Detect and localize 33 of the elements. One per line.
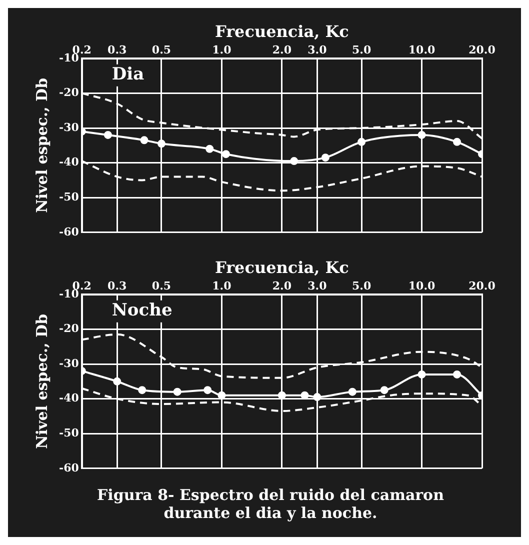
y-tick-label: -40 xyxy=(59,156,80,169)
x-tick-label: 1.0 xyxy=(212,280,232,293)
x-tick-label: 1.0 xyxy=(212,44,232,57)
x-tick-label: 0.3 xyxy=(108,280,127,293)
y-tick-label: -30 xyxy=(59,120,80,134)
x-tick-label: 0.5 xyxy=(152,280,172,293)
x-tick-label: 0.3 xyxy=(108,44,127,57)
x-tick-label: 5.0 xyxy=(352,44,372,57)
x-tick-label: 10.0 xyxy=(408,44,436,57)
y-tick-label: -20 xyxy=(59,322,80,336)
y-tick-label: -30 xyxy=(59,356,80,370)
x-axis-title: Frecuencia, Kc xyxy=(215,22,350,41)
x-tick-label: 3.0 xyxy=(308,280,328,293)
y-tick-label: -20 xyxy=(59,86,80,100)
annotation: Noche xyxy=(112,300,172,320)
y-tick-label: -60 xyxy=(59,461,80,474)
x-tick-label: 2.0 xyxy=(272,280,292,293)
x-tick-label: 20.0 xyxy=(468,280,496,293)
x-axis-title: Frecuencia, Kc xyxy=(215,258,350,277)
y-axis-title: Nivel espec., Db xyxy=(32,78,51,213)
x-tick-label: 10.0 xyxy=(408,280,436,293)
y-tick-label: -50 xyxy=(59,190,80,204)
x-tick-label: 2.0 xyxy=(272,44,292,57)
y-tick-label: -40 xyxy=(59,392,80,405)
y-tick-label: -60 xyxy=(59,225,80,238)
x-tick-label: 0.5 xyxy=(152,44,172,57)
annotation: Dia xyxy=(112,64,144,84)
x-tick-label: 3.0 xyxy=(308,44,328,57)
text: Figura 8- Espectro del ruido del camaron durante el dia y la noche. xyxy=(96,486,445,522)
x-tick-label: 5.0 xyxy=(352,280,372,293)
y-tick-label: -50 xyxy=(59,426,80,440)
y-axis-title: Nivel espec., Db xyxy=(32,314,51,449)
x-tick-label: 20.0 xyxy=(468,44,496,57)
